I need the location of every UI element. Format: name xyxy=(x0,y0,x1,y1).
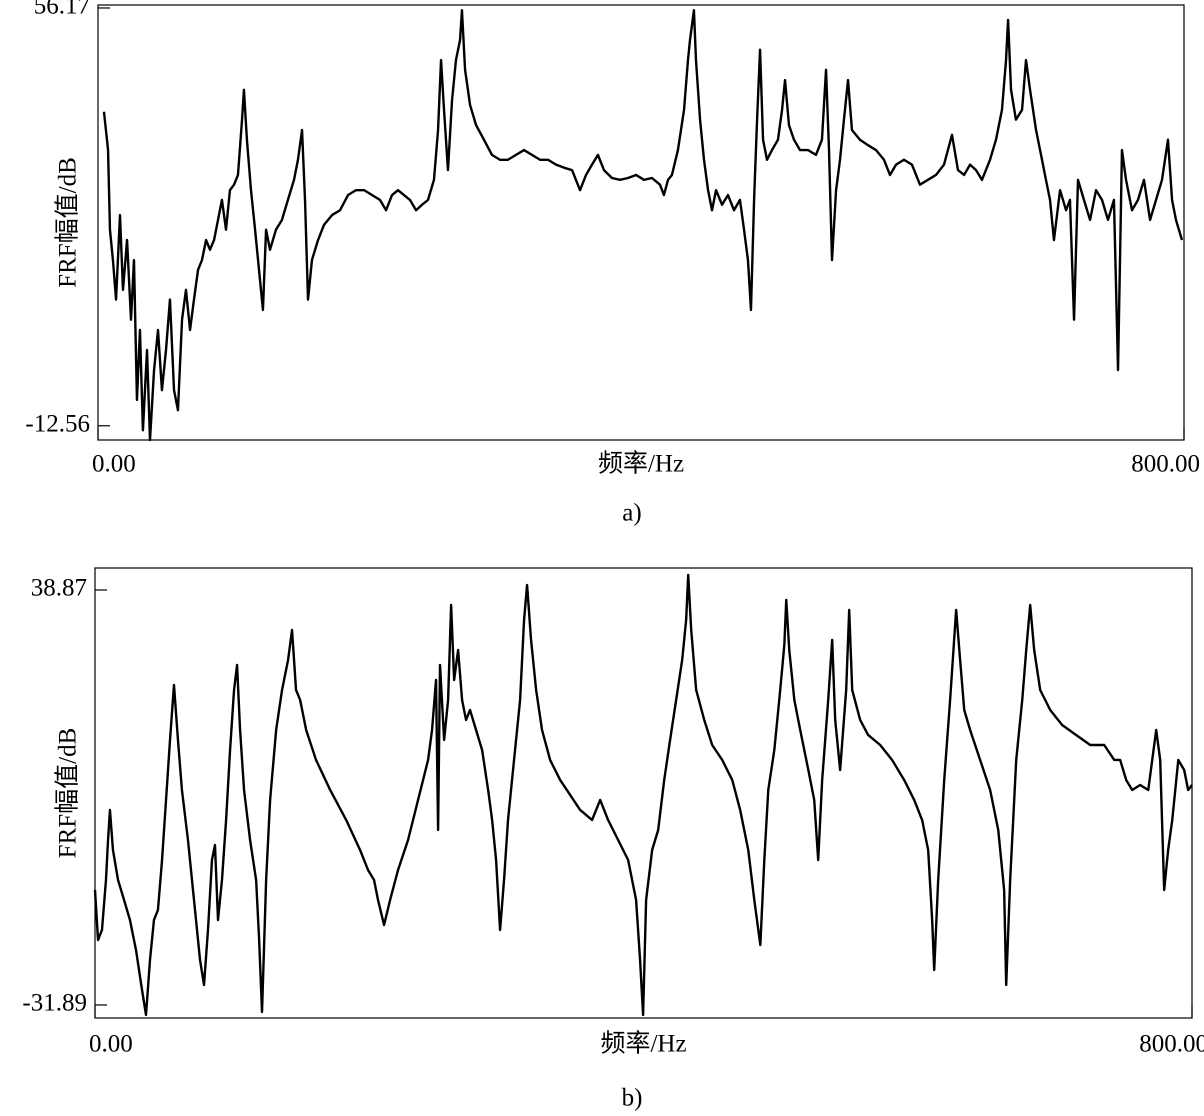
x-tick-label: 0.00 xyxy=(89,1031,133,1058)
frf-trace xyxy=(93,573,1193,1017)
y-axis-title: FRF幅值/dB xyxy=(54,728,82,859)
plot-frame xyxy=(94,567,1193,1019)
subplot-caption: b) xyxy=(622,1085,643,1112)
y-axis-title: FRF幅值/dB xyxy=(54,157,82,288)
y-tick-label: -12.56 xyxy=(25,411,90,438)
y-tick-label: -31.89 xyxy=(22,990,87,1017)
plot-frame xyxy=(97,4,1185,441)
x-axis-title: 频率/Hz xyxy=(600,1030,686,1058)
y-tick-label: 38.87 xyxy=(31,575,87,602)
y-tick-label: 56.17 xyxy=(34,0,90,20)
x-tick-label: 0.00 xyxy=(92,451,136,478)
subplot-caption: a) xyxy=(622,500,641,527)
x-tick-label: 800.00 xyxy=(1131,451,1200,478)
x-tick-label: 800.00 xyxy=(1139,1031,1204,1058)
frf-trace xyxy=(102,9,1184,442)
x-axis-title: 频率/Hz xyxy=(598,450,684,478)
